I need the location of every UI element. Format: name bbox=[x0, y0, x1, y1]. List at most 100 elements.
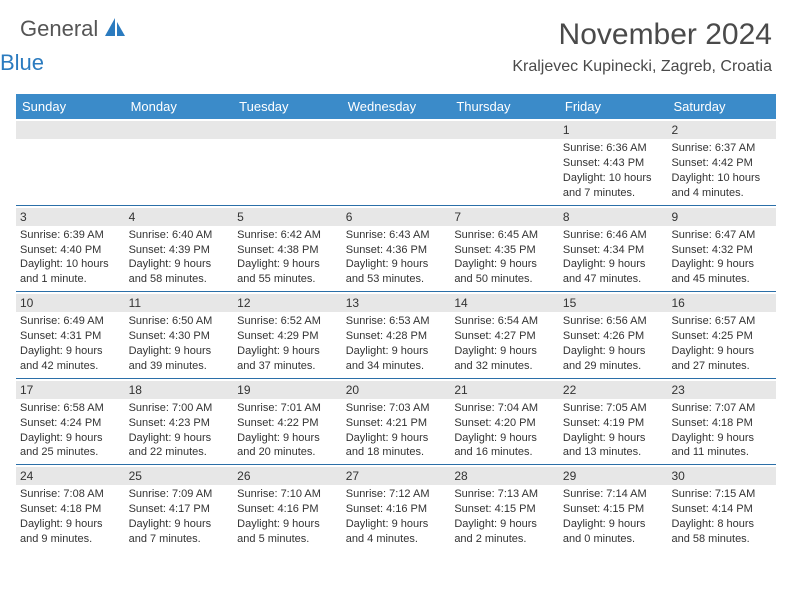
calendar-cell: 20Sunrise: 7:03 AMSunset: 4:21 PMDayligh… bbox=[342, 379, 451, 465]
sunset-text: Sunset: 4:14 PM bbox=[671, 502, 772, 517]
calendar-row: 24Sunrise: 7:08 AMSunset: 4:18 PMDayligh… bbox=[16, 464, 776, 551]
calendar-cell: 25Sunrise: 7:09 AMSunset: 4:17 PMDayligh… bbox=[125, 465, 234, 551]
col-monday: Monday bbox=[125, 94, 234, 119]
daylight-text: Daylight: 9 hours and 13 minutes. bbox=[563, 431, 664, 461]
sunrise-text: Sunrise: 7:04 AM bbox=[454, 401, 555, 416]
day-number: 10 bbox=[16, 294, 125, 312]
sunrise-text: Sunrise: 6:56 AM bbox=[563, 314, 664, 329]
day-number: 5 bbox=[233, 208, 342, 226]
day-number: 25 bbox=[125, 467, 234, 485]
sail-icon bbox=[105, 18, 127, 36]
day-number: 13 bbox=[342, 294, 451, 312]
day-number: 15 bbox=[559, 294, 668, 312]
daylight-text: Daylight: 9 hours and 34 minutes. bbox=[346, 344, 447, 374]
daylight-text: Daylight: 9 hours and 2 minutes. bbox=[454, 517, 555, 547]
daylight-text: Daylight: 9 hours and 18 minutes. bbox=[346, 431, 447, 461]
calendar-body: 1Sunrise: 6:36 AMSunset: 4:43 PMDaylight… bbox=[16, 119, 776, 551]
sunrise-text: Sunrise: 6:53 AM bbox=[346, 314, 447, 329]
day-number: 18 bbox=[125, 381, 234, 399]
daylight-text: Daylight: 8 hours and 58 minutes. bbox=[671, 517, 772, 547]
daylight-text: Daylight: 9 hours and 37 minutes. bbox=[237, 344, 338, 374]
month-title: November 2024 bbox=[512, 18, 772, 52]
sunset-text: Sunset: 4:35 PM bbox=[454, 243, 555, 258]
day-number: 14 bbox=[450, 294, 559, 312]
sunset-text: Sunset: 4:43 PM bbox=[563, 156, 664, 171]
logo-text-blue: Blue bbox=[0, 50, 44, 75]
calendar-cell: 28Sunrise: 7:13 AMSunset: 4:15 PMDayligh… bbox=[450, 465, 559, 551]
day-number: 2 bbox=[667, 121, 776, 139]
sunrise-text: Sunrise: 7:03 AM bbox=[346, 401, 447, 416]
sunrise-text: Sunrise: 6:45 AM bbox=[454, 228, 555, 243]
calendar-cell: 3Sunrise: 6:39 AMSunset: 4:40 PMDaylight… bbox=[16, 206, 125, 292]
sunrise-text: Sunrise: 7:14 AM bbox=[563, 487, 664, 502]
day-number: 4 bbox=[125, 208, 234, 226]
col-wednesday: Wednesday bbox=[342, 94, 451, 119]
daylight-text: Daylight: 9 hours and 20 minutes. bbox=[237, 431, 338, 461]
calendar-cell: 18Sunrise: 7:00 AMSunset: 4:23 PMDayligh… bbox=[125, 379, 234, 465]
sunrise-text: Sunrise: 6:47 AM bbox=[671, 228, 772, 243]
daylight-text: Daylight: 9 hours and 16 minutes. bbox=[454, 431, 555, 461]
sunset-text: Sunset: 4:42 PM bbox=[671, 156, 772, 171]
calendar: Sunday Monday Tuesday Wednesday Thursday… bbox=[16, 94, 776, 551]
calendar-cell: 16Sunrise: 6:57 AMSunset: 4:25 PMDayligh… bbox=[667, 292, 776, 378]
day-number: 3 bbox=[16, 208, 125, 226]
sunset-text: Sunset: 4:27 PM bbox=[454, 329, 555, 344]
calendar-cell: 22Sunrise: 7:05 AMSunset: 4:19 PMDayligh… bbox=[559, 379, 668, 465]
sunset-text: Sunset: 4:15 PM bbox=[454, 502, 555, 517]
sunset-text: Sunset: 4:16 PM bbox=[346, 502, 447, 517]
calendar-cell: 7Sunrise: 6:45 AMSunset: 4:35 PMDaylight… bbox=[450, 206, 559, 292]
sunrise-text: Sunrise: 7:15 AM bbox=[671, 487, 772, 502]
daylight-text: Daylight: 9 hours and 39 minutes. bbox=[129, 344, 230, 374]
daylight-text: Daylight: 10 hours and 1 minute. bbox=[20, 257, 121, 287]
sunrise-text: Sunrise: 6:36 AM bbox=[563, 141, 664, 156]
day-number: 29 bbox=[559, 467, 668, 485]
daylight-text: Daylight: 9 hours and 9 minutes. bbox=[20, 517, 121, 547]
day-number-empty bbox=[125, 121, 234, 139]
sunset-text: Sunset: 4:29 PM bbox=[237, 329, 338, 344]
sunrise-text: Sunrise: 6:49 AM bbox=[20, 314, 121, 329]
calendar-cell: 12 Sunrise: 6:52 AMSunset: 4:29 PMDayligh… bbox=[233, 292, 342, 378]
logo-text-general: General bbox=[20, 16, 98, 41]
sunrise-text: Sunrise: 6:50 AM bbox=[129, 314, 230, 329]
day-number: 27 bbox=[342, 467, 451, 485]
sunset-text: Sunset: 4:22 PM bbox=[237, 416, 338, 431]
col-thursday: Thursday bbox=[450, 94, 559, 119]
day-number-empty bbox=[16, 121, 125, 139]
sunrise-text: Sunrise: 6:52 AM bbox=[237, 314, 338, 329]
daylight-text: Daylight: 9 hours and 25 minutes. bbox=[20, 431, 121, 461]
calendar-cell: 14Sunrise: 6:54 AMSunset: 4:27 PMDayligh… bbox=[450, 292, 559, 378]
day-number: 28 bbox=[450, 467, 559, 485]
daylight-text: Daylight: 9 hours and 53 minutes. bbox=[346, 257, 447, 287]
calendar-cell: 24Sunrise: 7:08 AMSunset: 4:18 PMDayligh… bbox=[16, 465, 125, 551]
sunset-text: Sunset: 4:18 PM bbox=[671, 416, 772, 431]
sunrise-text: Sunrise: 6:58 AM bbox=[20, 401, 121, 416]
col-friday: Friday bbox=[559, 94, 668, 119]
day-number: 26 bbox=[233, 467, 342, 485]
day-number: 7 bbox=[450, 208, 559, 226]
daylight-text: Daylight: 9 hours and 29 minutes. bbox=[563, 344, 664, 374]
sunrise-text: Sunrise: 6:54 AM bbox=[454, 314, 555, 329]
day-number: 21 bbox=[450, 381, 559, 399]
sunset-text: Sunset: 4:31 PM bbox=[20, 329, 121, 344]
sunset-text: Sunset: 4:32 PM bbox=[671, 243, 772, 258]
sunset-text: Sunset: 4:26 PM bbox=[563, 329, 664, 344]
col-sunday: Sunday bbox=[16, 94, 125, 119]
sunset-text: Sunset: 4:30 PM bbox=[129, 329, 230, 344]
calendar-cell: 4Sunrise: 6:40 AMSunset: 4:39 PMDaylight… bbox=[125, 206, 234, 292]
sunset-text: Sunset: 4:40 PM bbox=[20, 243, 121, 258]
sunrise-text: Sunrise: 7:00 AM bbox=[129, 401, 230, 416]
calendar-header-row: Sunday Monday Tuesday Wednesday Thursday… bbox=[16, 94, 776, 119]
calendar-cell: 5Sunrise: 6:42 AMSunset: 4:38 PMDaylight… bbox=[233, 206, 342, 292]
day-number: 12 bbox=[233, 294, 342, 312]
logo: General Blue bbox=[20, 18, 127, 60]
day-number: 16 bbox=[667, 294, 776, 312]
calendar-row: 10 Sunrise: 6:49 AMSunset: 4:31 PM Dayligh… bbox=[16, 291, 776, 378]
day-number: 9 bbox=[667, 208, 776, 226]
day-number: 6 bbox=[342, 208, 451, 226]
sunset-text: Sunset: 4:34 PM bbox=[563, 243, 664, 258]
daylight-text: Daylight: 9 hours and 11 minutes. bbox=[671, 431, 772, 461]
day-number: 11 bbox=[125, 294, 234, 312]
day-number-empty bbox=[450, 121, 559, 139]
sunset-text: Sunset: 4:25 PM bbox=[671, 329, 772, 344]
day-number: 24 bbox=[16, 467, 125, 485]
